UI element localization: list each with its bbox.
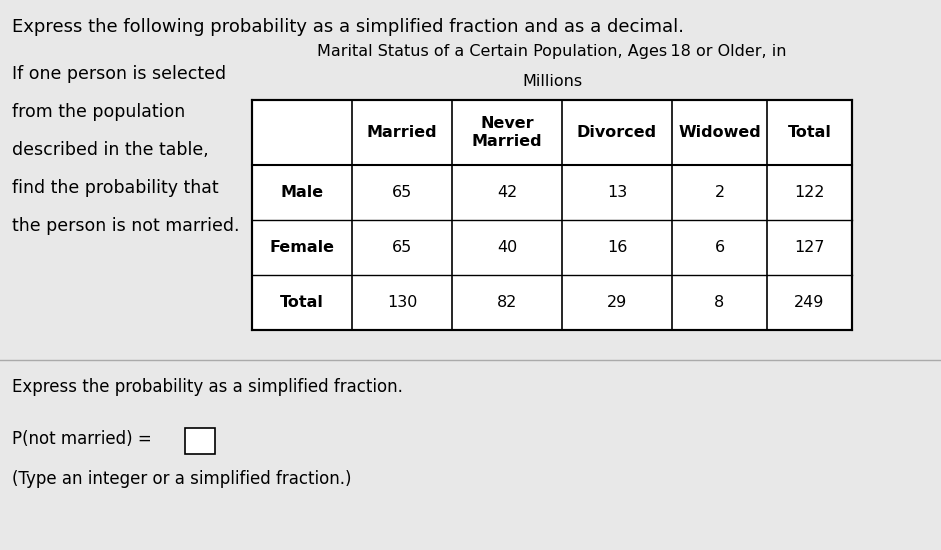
Text: Divorced: Divorced [577,125,657,140]
Text: (Type an integer or a simplified fraction.): (Type an integer or a simplified fractio… [12,470,352,488]
Text: P(not married) =: P(not married) = [12,430,152,448]
Text: the person is not married.: the person is not married. [12,217,240,235]
Text: Total: Total [788,125,832,140]
Bar [185,428,215,454]
Text: 8: 8 [714,295,725,310]
Text: 40: 40 [497,240,518,255]
Text: Widowed: Widowed [678,125,761,140]
Text: Married: Married [367,125,438,140]
Text: Female: Female [269,240,334,255]
Text: If one person is selected: If one person is selected [12,65,226,83]
Text: Male: Male [280,185,324,200]
Bar [252,100,852,330]
Text: 2: 2 [714,185,725,200]
Text: from the population: from the population [12,103,185,121]
Text: 82: 82 [497,295,518,310]
Text: 65: 65 [391,185,412,200]
Text: Never
Married: Never Married [471,116,542,148]
Text: Marital Status of a Certain Population, Ages 18 or Older, in: Marital Status of a Certain Population, … [317,44,787,59]
Text: Express the following probability as a simplified fraction and as a decimal.: Express the following probability as a s… [12,18,684,36]
Text: 16: 16 [607,240,628,255]
Text: 122: 122 [794,185,824,200]
Text: 130: 130 [387,295,417,310]
Text: 42: 42 [497,185,518,200]
Text: Express the probability as a simplified fraction.: Express the probability as a simplified … [12,378,403,396]
Text: Total: Total [280,295,324,310]
Text: find the probability that: find the probability that [12,179,218,197]
Text: 13: 13 [607,185,627,200]
Text: 249: 249 [794,295,824,310]
Text: 6: 6 [714,240,725,255]
Text: described in the table,: described in the table, [12,141,209,159]
Text: 65: 65 [391,240,412,255]
Text: 29: 29 [607,295,627,310]
Text: Millions: Millions [522,74,582,89]
Text: 127: 127 [794,240,824,255]
